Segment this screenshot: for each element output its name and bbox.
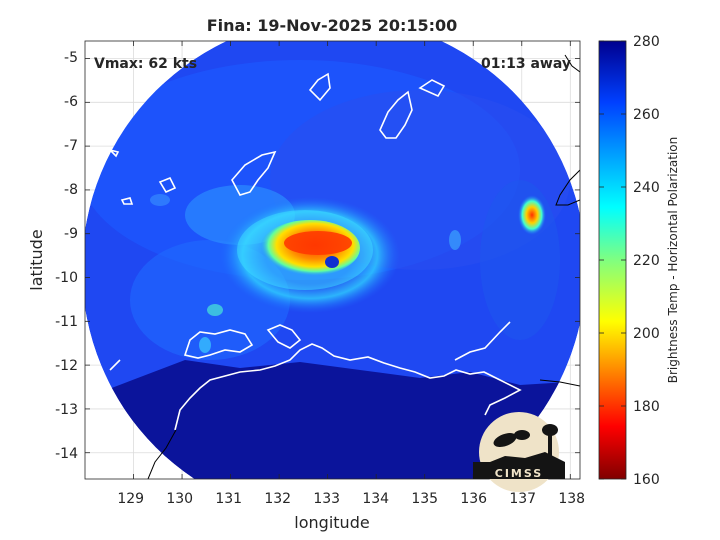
x-tick-label: 130 <box>166 491 193 507</box>
colorbar: 280 260 240 220 200 180 160 Brightness T… <box>598 34 680 488</box>
chart-title: Fina: 19-Nov-2025 20:15:00 <box>207 16 458 35</box>
x-tick-label: 134 <box>362 491 389 507</box>
x-tick-label: 129 <box>117 491 144 507</box>
y-tick-label: -9 <box>64 226 78 242</box>
x-tick-label: 133 <box>313 491 340 507</box>
coastlines <box>107 72 522 431</box>
water-tower-icon <box>542 424 558 436</box>
x-tick-label: 132 <box>264 491 291 507</box>
colorbar-tick-label: 180 <box>633 399 660 415</box>
axes-frame <box>84 40 581 480</box>
coastlines-outside <box>147 54 580 479</box>
x-tick-label: 131 <box>215 491 242 507</box>
x-tick-label: 137 <box>509 491 536 507</box>
y-tick-label: -8 <box>64 182 78 198</box>
time-away-annotation: 01:13 away <box>481 56 571 72</box>
y-tick-label: -7 <box>64 138 78 154</box>
cimss-logo: CIMSS <box>473 412 565 492</box>
colorbar-tick-label: 200 <box>633 326 660 342</box>
colorbar-label: Brightness Temp - Horizontal Polarizatio… <box>666 137 680 384</box>
y-tick-label: -5 <box>64 50 78 66</box>
colorbar-tick-label: 280 <box>633 34 660 50</box>
satellite-dish-icon <box>514 430 530 440</box>
colorbar-tick-label: 260 <box>633 107 660 123</box>
colorbar-tick-label: 160 <box>633 472 660 488</box>
logo-text: CIMSS <box>495 467 543 480</box>
vmax-annotation: Vmax: 62 kts <box>94 56 197 72</box>
y-tick-label: -6 <box>64 94 78 110</box>
y-tick-label: -13 <box>55 402 78 418</box>
y-tick-label: -11 <box>55 314 78 330</box>
colorbar-tick-label: 220 <box>633 253 660 269</box>
y-axis-label: latitude <box>27 229 46 290</box>
x-tick-label: 138 <box>558 491 585 507</box>
satellite-dish-icon <box>493 433 517 447</box>
brightness-swath <box>85 41 580 479</box>
colorbar-tick-label: 240 <box>633 180 660 196</box>
y-tick-label: -12 <box>55 358 78 374</box>
x-tick-label: 135 <box>411 491 438 507</box>
plot-area <box>84 40 581 480</box>
x-tick-label: 136 <box>460 491 487 507</box>
x-tick-labels: 129 130 131 132 133 134 135 136 137 138 <box>117 491 585 507</box>
x-axis-label: longitude <box>294 513 369 532</box>
y-tick-label: -10 <box>55 270 78 286</box>
y-tick-labels: -5 -6 -7 -8 -9 -10 -11 -12 -13 -14 <box>55 50 78 462</box>
y-tick-label: -14 <box>55 446 78 462</box>
